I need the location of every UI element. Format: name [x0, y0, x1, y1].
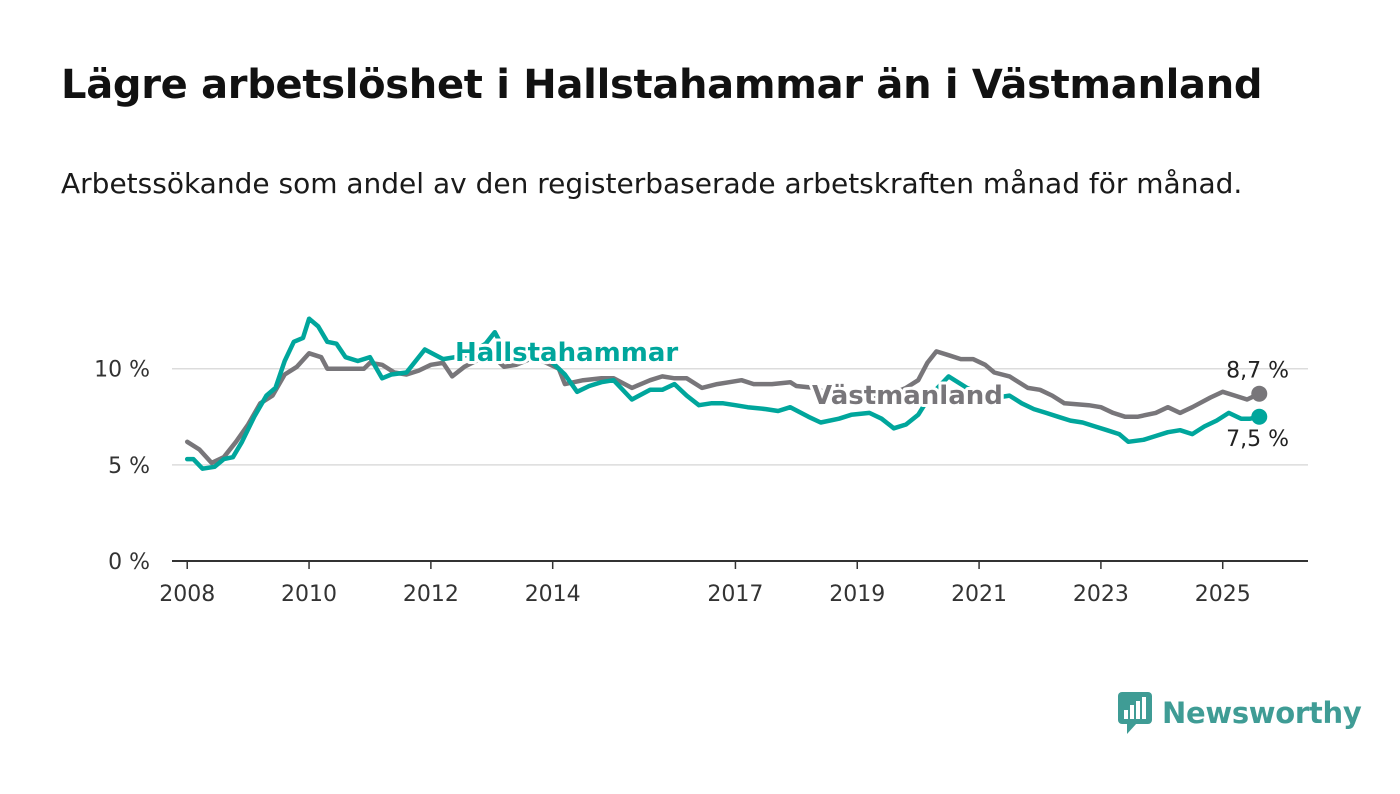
- y-tick-label: 0 %: [108, 550, 150, 575]
- end-value-label-västmanland: 8,7 %: [1226, 359, 1289, 384]
- end-value-label-hallstahammar: 7,5 %: [1226, 427, 1289, 452]
- series-line-västmanland: [184, 349, 1262, 466]
- x-tick-label: 2008: [159, 582, 215, 607]
- bar-chart-speech-icon: [1118, 692, 1152, 734]
- y-tick-label: 10 %: [94, 358, 150, 383]
- x-tick-label: 2025: [1195, 582, 1251, 607]
- x-tick-label: 2012: [403, 582, 459, 607]
- series-lines: [184, 316, 1268, 471]
- x-tick-label: 2023: [1073, 582, 1129, 607]
- x-tick-label: 2021: [951, 582, 1007, 607]
- x-tick-label: 2019: [829, 582, 885, 607]
- series-end-marker-västmanland: [1251, 385, 1268, 402]
- x-tick-label: 2017: [707, 582, 763, 607]
- series-end-marker-hallstahammar: [1251, 408, 1268, 425]
- series-line-hallstahammar: [184, 316, 1262, 471]
- x-tick-label: 2014: [525, 582, 581, 607]
- brand-name: Newsworthy: [1162, 696, 1362, 730]
- y-axis-ticks: 0 % 5 % 10 %: [94, 358, 150, 575]
- series-name-label-västmanland: Västmanland: [812, 381, 1003, 411]
- series-name-label-hallstahammar: Hallstahammar: [455, 338, 678, 368]
- x-axis-ticks: 2008 2010 2012 2014 2017 2019 2021 2023 2025: [159, 561, 1251, 607]
- series-labels: 8,7 % 7,5 % Västmanland Hallstahammar: [452, 335, 1289, 452]
- newsworthy-logo: Newsworthy: [1117, 690, 1362, 736]
- chart-title: Lägre arbetslöshet i Hallstahammar än i …: [61, 62, 1263, 108]
- x-tick-label: 2010: [281, 582, 337, 607]
- y-tick-label: 5 %: [108, 454, 150, 479]
- chart-subtitle: Arbetssökande som andel av den registerb…: [61, 167, 1243, 200]
